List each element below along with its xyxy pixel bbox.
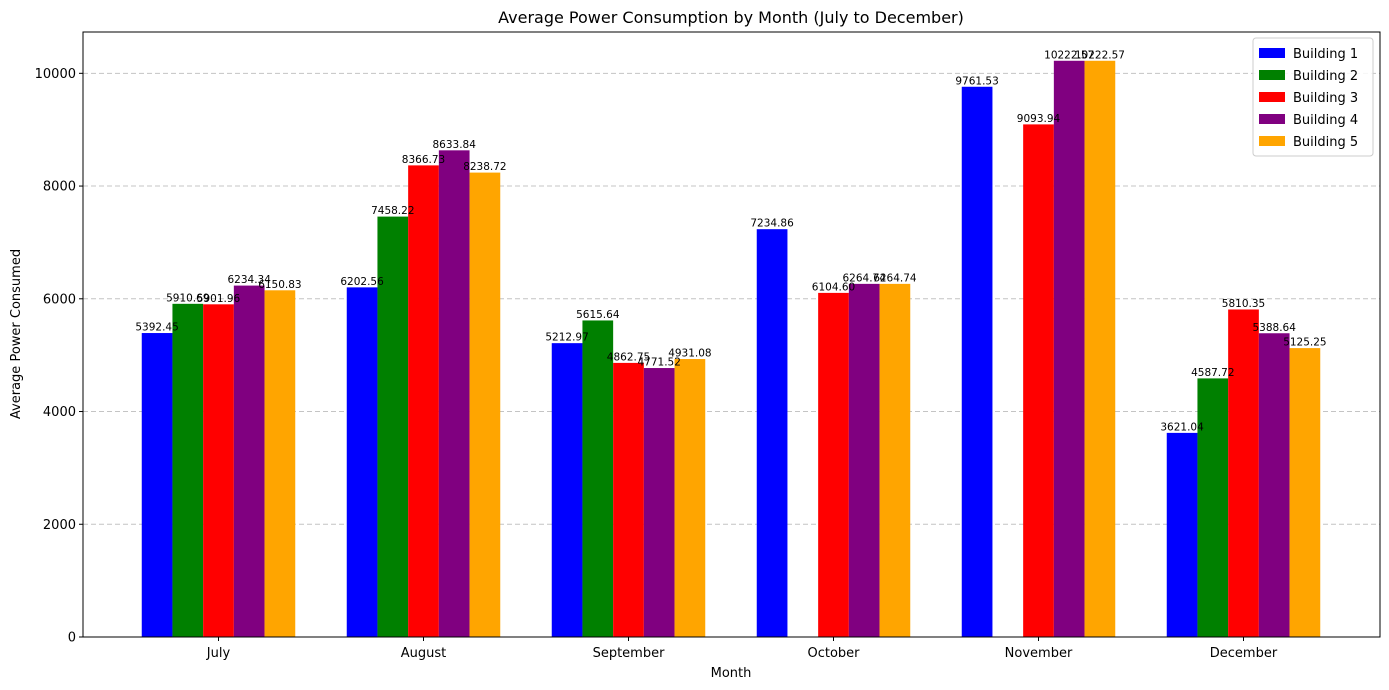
bar xyxy=(203,304,234,637)
bar xyxy=(674,359,706,637)
bar xyxy=(408,165,439,638)
bar-value-label: 4931.08 xyxy=(668,348,711,360)
bar xyxy=(346,287,378,637)
bar xyxy=(1258,333,1290,637)
y-tick-label: 4000 xyxy=(43,405,76,420)
bar xyxy=(582,320,614,637)
bar xyxy=(1289,348,1321,637)
bar xyxy=(1197,378,1229,637)
legend-label: Building 4 xyxy=(1293,113,1358,128)
legend-label: Building 1 xyxy=(1293,47,1358,62)
bar xyxy=(1023,124,1054,638)
x-tick-label: August xyxy=(401,646,447,661)
bar xyxy=(961,86,993,638)
bar-value-label: 6264.74 xyxy=(873,272,917,284)
legend-swatch xyxy=(1259,136,1285,146)
bar xyxy=(233,285,265,637)
x-axis: July August September October November Decemb… xyxy=(206,637,1278,661)
bar-value-label: 5125.25 xyxy=(1283,337,1326,349)
y-axis: 0 2000 4000 6000 8000 10000 xyxy=(35,67,83,646)
legend: Building 1 Building 2 Building 3 Building 4… xyxy=(1252,37,1374,157)
bar-value-label: 7234.86 xyxy=(750,218,794,230)
y-tick-label: 10000 xyxy=(35,67,76,82)
legend-swatch xyxy=(1259,92,1285,102)
bar-value-label: 6104.60 xyxy=(812,281,855,293)
chart-title: Average Power Consumption by Month (July… xyxy=(498,8,964,27)
legend-swatch xyxy=(1259,114,1285,124)
bar-value-label: 5212.97 xyxy=(545,332,588,344)
x-tick-label: December xyxy=(1210,646,1278,661)
bar-value-label: 9093.94 xyxy=(1017,113,1061,125)
bar xyxy=(1084,60,1116,637)
bar xyxy=(1053,60,1085,637)
bar xyxy=(848,283,880,637)
x-tick-label: October xyxy=(807,646,860,661)
bar-value-label: 5388.64 xyxy=(1252,322,1296,334)
bar xyxy=(643,368,675,637)
y-tick-label: 2000 xyxy=(43,518,76,533)
bar-value-label: 3621.04 xyxy=(1160,421,1204,433)
bars xyxy=(141,60,1321,638)
bar xyxy=(172,303,204,637)
legend-box xyxy=(1252,37,1374,157)
bar-value-label: 6202.56 xyxy=(340,276,384,288)
bar xyxy=(1166,432,1198,637)
x-tick-label: September xyxy=(593,646,666,661)
bar-value-label: 4771.52 xyxy=(637,357,680,369)
bar-value-label: 6234.34 xyxy=(227,274,271,286)
bar xyxy=(264,290,296,637)
bar-value-label: 5810.35 xyxy=(1222,298,1265,310)
x-axis-label: Month xyxy=(711,666,752,681)
bar-value-label: 6150.83 xyxy=(258,279,301,291)
bar xyxy=(377,216,409,637)
bar-value-label: 5615.64 xyxy=(576,309,620,321)
bar-value-label: 10222.57 xyxy=(1044,49,1094,61)
bar-value-label: 10222.57 xyxy=(1075,49,1125,61)
bar xyxy=(613,362,644,637)
y-tick-label: 0 xyxy=(68,631,76,646)
bar xyxy=(141,333,173,637)
bar-value-label: 9761.53 xyxy=(955,75,998,87)
plot-frame xyxy=(82,31,1381,638)
bar-value-label: 6264.74 xyxy=(842,272,886,284)
bar xyxy=(879,283,911,637)
legend-label: Building 2 xyxy=(1293,69,1358,84)
bar-value-label: 4862.75 xyxy=(607,351,650,363)
grid-lines xyxy=(83,72,1380,525)
bar xyxy=(551,343,583,637)
legend-swatch xyxy=(1259,70,1285,80)
bar xyxy=(756,229,788,637)
x-tick-label: November xyxy=(1005,646,1073,661)
bar-value-label: 4587.72 xyxy=(1191,367,1234,379)
bar-value-label: 7458.22 xyxy=(371,205,414,217)
bar-value-label: 5910.69 xyxy=(166,292,209,304)
bar xyxy=(469,172,501,638)
bar xyxy=(818,292,849,637)
y-axis-label: Average Power Consumed xyxy=(9,249,24,419)
bar-value-label: 5901.96 xyxy=(197,293,241,305)
legend-label: Building 3 xyxy=(1293,91,1358,106)
y-tick-label: 8000 xyxy=(43,180,76,195)
bar-value-label: 8366.73 xyxy=(402,154,445,166)
bar-value-label: 8633.84 xyxy=(432,139,476,151)
bar-value-label: 5392.45 xyxy=(135,322,178,334)
bar xyxy=(438,150,470,637)
legend-label: Building 5 xyxy=(1293,135,1358,150)
data-labels: 5392.45 6202.56 5212.97 7234.86 9761.53 3621.… xyxy=(135,49,1326,433)
x-tick-label: July xyxy=(206,646,231,661)
bar-value-label: 8238.72 xyxy=(463,161,506,173)
y-tick-label: 6000 xyxy=(43,292,76,307)
bar xyxy=(1228,309,1259,637)
legend-swatch xyxy=(1259,48,1285,58)
